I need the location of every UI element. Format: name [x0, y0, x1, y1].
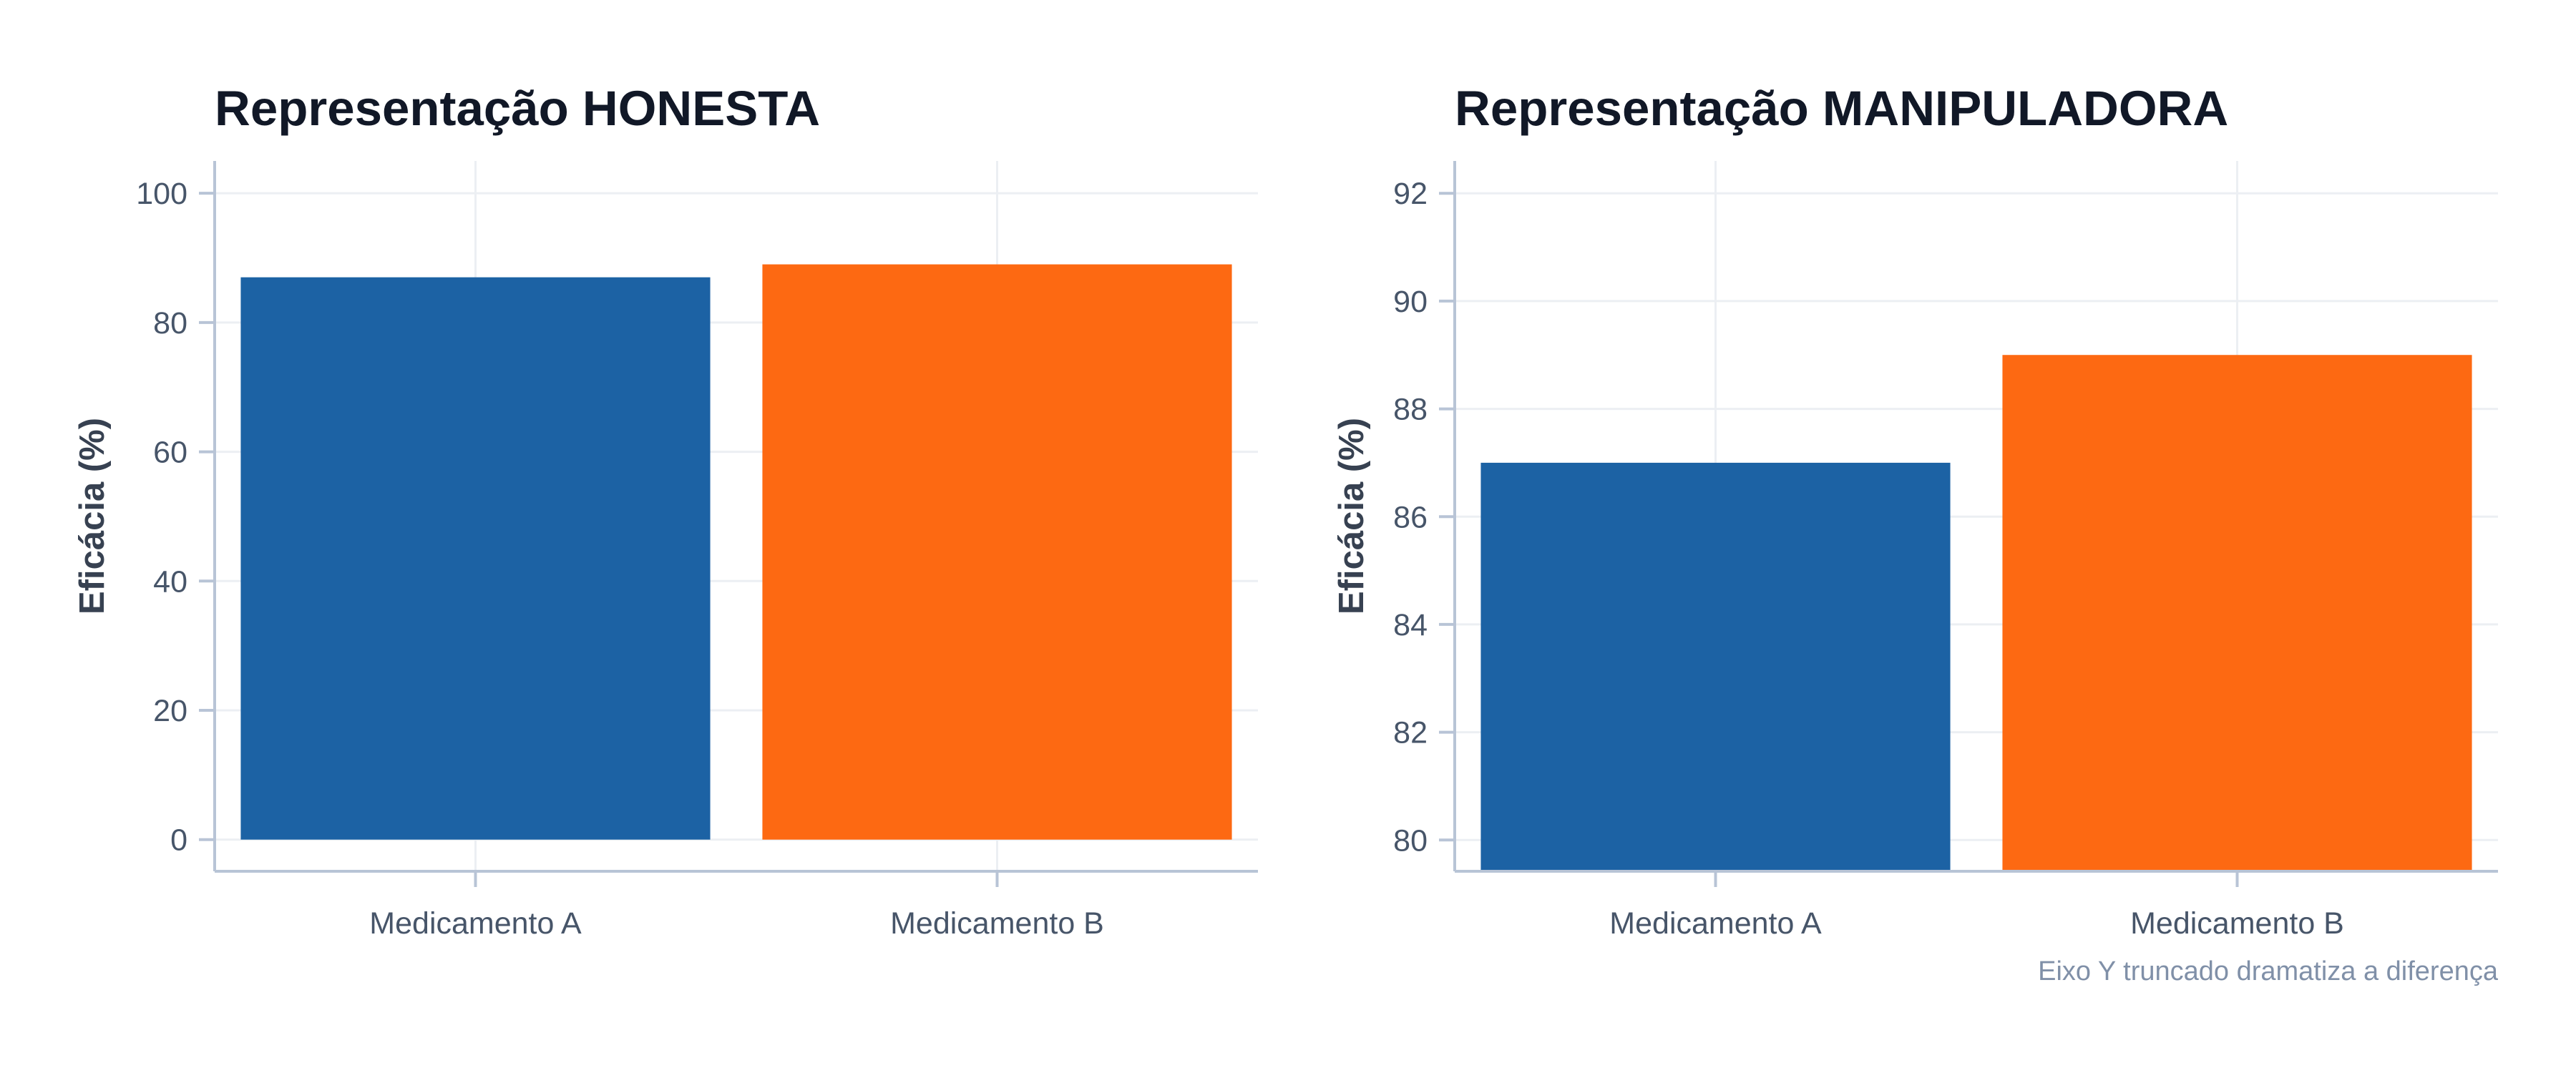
y-tick-label: 80: [1393, 823, 1428, 858]
y-tick-label: 86: [1393, 500, 1428, 534]
bar-medicamento-b: [762, 264, 1232, 840]
chart-title: Representação HONESTA: [215, 81, 820, 136]
x-tick-label: Medicamento A: [369, 906, 582, 941]
y-tick-label: 82: [1393, 716, 1428, 750]
chart-caption: Eixo Y truncado dramatiza a diferença: [2038, 956, 2499, 986]
y-tick-label: 20: [153, 694, 187, 728]
y-axis-title: Eficácia (%): [73, 418, 112, 614]
x-tick-label: Medicamento B: [890, 906, 1104, 941]
y-axis-title: Eficácia (%): [1332, 418, 1371, 614]
chart-honest: Representação HONESTA 0 20 40 60 80 100 Medicam…: [73, 81, 1258, 941]
y-tick-label: 92: [1393, 177, 1428, 211]
x-tick-label: Medicamento A: [1609, 906, 1822, 941]
bar-medicamento-a: [240, 277, 711, 840]
chart-manipulative: Representação MANIPULADORA 80 82 84 86 88 90 92…: [1332, 81, 2499, 986]
y-tick-label: 84: [1393, 608, 1428, 642]
y-tick-label: 80: [153, 306, 187, 340]
x-tick-label: Medicamento B: [2130, 906, 2344, 941]
y-tick-label: 100: [136, 177, 187, 211]
y-tick-label: 40: [153, 564, 187, 599]
y-tick-label: 60: [153, 436, 187, 470]
bar-medicamento-b: [2002, 355, 2472, 871]
y-tick-label: 88: [1393, 393, 1428, 427]
y-tick-label: 90: [1393, 285, 1428, 319]
y-tick-label: 0: [170, 823, 187, 858]
chart-title: Representação MANIPULADORA: [1455, 81, 2228, 136]
bar-medicamento-a: [1480, 462, 1951, 871]
